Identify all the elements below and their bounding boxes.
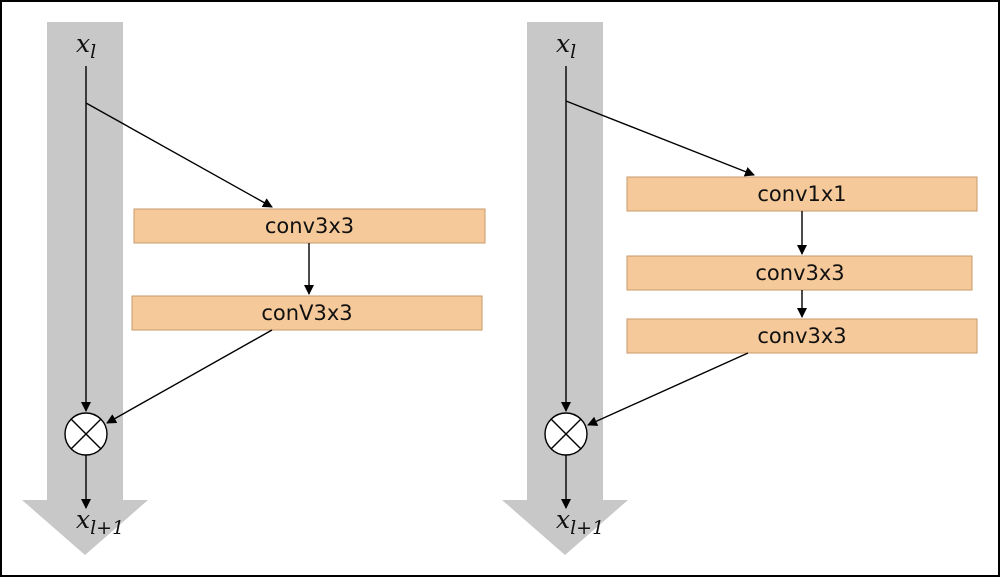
skip-connection-path — [502, 22, 628, 555]
conv-layer-box — [131, 295, 483, 331]
conv-layer-label: conV3x3 — [261, 301, 352, 325]
branch-arrow — [85, 102, 273, 208]
conv-layer-box — [133, 208, 486, 244]
conv-layer-box — [626, 255, 973, 291]
merge-operator-icon — [544, 412, 588, 456]
output-label: xl+1 — [556, 505, 604, 539]
conv-layer-box — [626, 176, 978, 212]
residual-arrow — [106, 329, 273, 424]
input-label: xl — [76, 29, 96, 63]
output-label: xl+1 — [76, 505, 124, 539]
conv-layer-label: conv3x3 — [757, 324, 846, 348]
merge-operator-icon — [64, 412, 108, 456]
conv-layer-label: conv1x1 — [757, 182, 846, 206]
branch-arrow — [565, 100, 755, 177]
basic-residual-block: xl conv3x3 conV3x3 xl+1 — [22, 22, 486, 555]
skip-connection-path — [22, 22, 148, 555]
residual-arrow — [587, 352, 749, 426]
bottleneck-residual-block: xl conv1x1 conv3x3 conv3x3 xl+1 — [502, 22, 978, 555]
conv-layer-label: conv3x3 — [265, 214, 354, 238]
input-label: xl — [556, 29, 576, 63]
conv-layer-box — [626, 318, 978, 354]
conv-layer-label: conv3x3 — [755, 261, 844, 285]
